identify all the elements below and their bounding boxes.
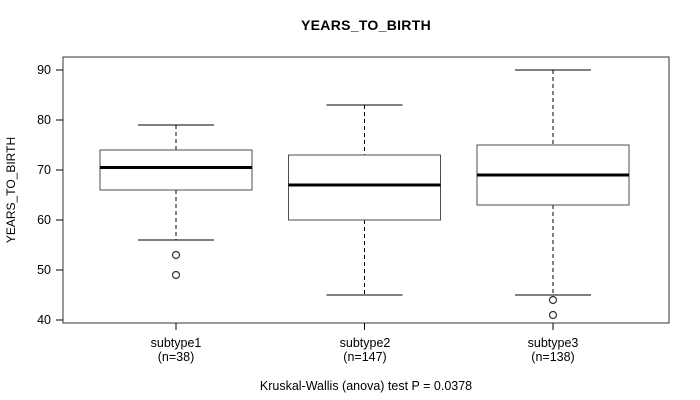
group-n: (n=138) bbox=[531, 349, 575, 364]
y-tick-label: 90 bbox=[37, 63, 51, 77]
outlier-point-subtype1 bbox=[171, 270, 181, 280]
y-tick-label: 70 bbox=[37, 163, 51, 177]
outlier-point-subtype3 bbox=[548, 295, 558, 305]
group-name: subtype3 bbox=[527, 336, 579, 350]
group-n: (n=147) bbox=[343, 349, 387, 364]
x-group-label-subtype2: subtype2 (n=147) bbox=[305, 336, 425, 364]
group-name: subtype2 bbox=[339, 336, 391, 350]
chart-title: YEARS_TO_BIRTH bbox=[301, 17, 431, 33]
iqr-box-subtype1 bbox=[99, 149, 253, 191]
x-group-label-subtype1: subtype1 (n=38) bbox=[116, 336, 236, 364]
plot-border bbox=[62, 56, 670, 324]
y-tick-label: 50 bbox=[37, 263, 51, 277]
group-name: subtype1 bbox=[150, 336, 202, 350]
outlier-point-subtype1 bbox=[171, 250, 181, 260]
y-tick-label: 80 bbox=[37, 113, 51, 127]
y-tick-label: 60 bbox=[37, 213, 51, 227]
group-n: (n=38) bbox=[157, 349, 195, 364]
outlier-point-subtype3 bbox=[548, 310, 558, 320]
stat-test-caption: Kruskal-Wallis (anova) test P = 0.0378 bbox=[259, 379, 473, 393]
x-group-label-subtype3: subtype3 (n=138) bbox=[493, 336, 613, 364]
y-tick-label: 40 bbox=[37, 313, 51, 327]
iqr-box-subtype2 bbox=[287, 154, 442, 221]
